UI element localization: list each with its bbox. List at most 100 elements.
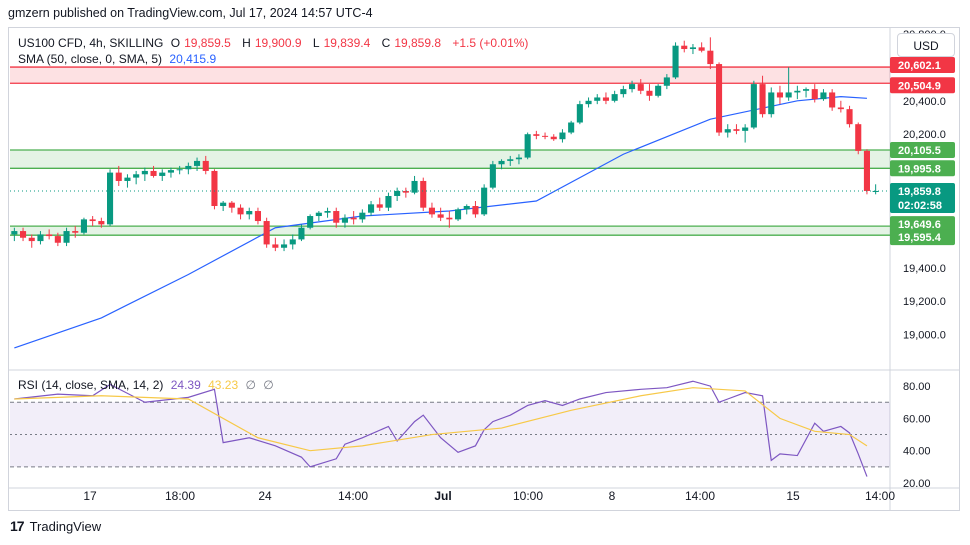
support-price-label: 19,595.4 (890, 229, 955, 246)
change-value: +1.5 (+0.01%) (452, 36, 529, 50)
candle-body (272, 244, 279, 248)
price-label-text: 20,105.5 (898, 145, 941, 157)
candle (716, 62, 723, 136)
price-label-text: 20,504.9 (898, 80, 941, 92)
price-label-box (890, 229, 955, 246)
candle (263, 217, 270, 248)
candle (333, 207, 340, 228)
candle (194, 157, 201, 171)
candle (150, 165, 157, 178)
candle (385, 192, 392, 212)
candle-body (428, 207, 435, 215)
high-value: 19,900.9 (254, 36, 302, 50)
candle-body (829, 92, 836, 108)
candle (768, 87, 775, 118)
candle-body (542, 135, 549, 137)
candle-body (837, 107, 844, 110)
candle-body (759, 84, 766, 115)
resistance-price-label: 20,602.1 (890, 57, 955, 74)
sma-path (14, 96, 867, 349)
candle (733, 124, 740, 135)
candle-body (254, 211, 261, 222)
candle (11, 227, 18, 242)
tradingview-footer[interactable]: 17 TradingView (10, 518, 101, 534)
candle (803, 87, 810, 98)
candle-body (437, 214, 444, 218)
candle-body (46, 234, 53, 237)
candle-body (481, 187, 488, 215)
candles (10, 37, 890, 252)
candle (811, 84, 818, 103)
candle (742, 124, 749, 143)
candle-body (750, 84, 757, 128)
candle (98, 217, 105, 228)
candle (646, 84, 653, 101)
rsi-label[interactable]: RSI (14, close, SMA, 14, 2) (18, 378, 164, 392)
candle-body (489, 164, 496, 188)
candle-body (811, 89, 818, 100)
candle-body (28, 237, 35, 242)
candle (141, 167, 148, 181)
price-label-text: 20,602.1 (898, 60, 941, 72)
candle-body (585, 100, 592, 105)
candle-body (211, 170, 218, 207)
candle-body (385, 195, 392, 208)
tradingview-logo-icon: 17 (10, 518, 25, 534)
candle-body (681, 45, 688, 50)
candle-body (80, 219, 87, 233)
candle (159, 169, 166, 181)
candle-body (794, 90, 801, 93)
sma-label[interactable]: SMA (50, close, 0, SMA, 5) (18, 52, 163, 66)
candle (829, 89, 836, 111)
candle-body (716, 64, 723, 133)
candle (655, 84, 662, 98)
candle (402, 187, 409, 198)
candle (785, 67, 792, 101)
candle (820, 89, 827, 101)
candle (315, 211, 322, 222)
candle-body (742, 127, 749, 131)
candle-body (724, 129, 731, 133)
candle (220, 201, 227, 212)
candle-body (341, 217, 348, 223)
candle-body (359, 212, 366, 220)
candle (202, 155, 209, 175)
candle-body (141, 170, 148, 175)
price-zones (10, 66, 890, 236)
candle (254, 207, 261, 225)
high-label: H 19,900.9 (242, 36, 305, 50)
candle (550, 134, 557, 141)
candle-body (20, 231, 27, 238)
candle (420, 177, 427, 212)
publisher-caption: gmzern published on TradingView.com, Jul… (8, 6, 373, 20)
price-label-box (890, 183, 955, 214)
candle-body (776, 92, 783, 98)
candle (289, 234, 296, 250)
time-tick-label: 10:00 (513, 489, 543, 503)
candle-body (11, 231, 18, 235)
candle (446, 211, 453, 228)
candle (428, 202, 435, 218)
candle-body (455, 209, 462, 220)
candle (776, 85, 783, 105)
candle-body (463, 206, 470, 210)
candle (698, 42, 705, 53)
candle (794, 85, 801, 100)
candle (368, 201, 375, 217)
candle (846, 105, 853, 128)
candle-body (689, 47, 696, 50)
price-tick-label: 19,000.0 (903, 330, 946, 342)
candle (533, 130, 540, 140)
time-tick-label: 8 (609, 489, 616, 503)
open-letter: O (170, 36, 181, 50)
candle-body (167, 170, 174, 173)
candle-body (594, 97, 601, 101)
candle-body (550, 136, 557, 140)
currency-button[interactable]: USD (897, 33, 955, 57)
rsi-line (14, 380, 868, 477)
symbol-label[interactable]: US100 CFD, 4h, SKILLING (18, 36, 164, 50)
candle-body (498, 160, 505, 165)
rsi-tick-label: 40.00 (903, 446, 931, 458)
candle (437, 207, 444, 222)
